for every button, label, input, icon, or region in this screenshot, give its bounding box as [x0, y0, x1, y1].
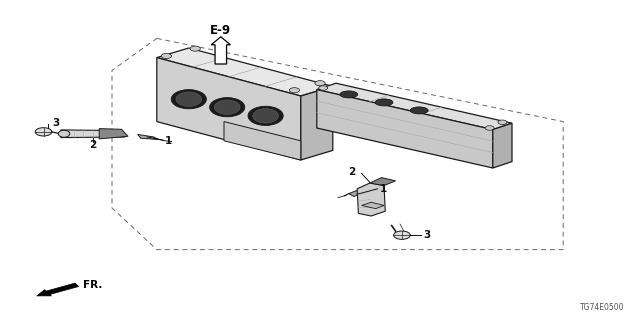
Text: E-9: E-9 — [210, 24, 232, 37]
Text: 3: 3 — [52, 117, 60, 128]
Ellipse shape — [253, 109, 278, 123]
Polygon shape — [138, 134, 159, 140]
FancyArrow shape — [37, 283, 79, 296]
Ellipse shape — [410, 107, 428, 114]
Ellipse shape — [340, 91, 358, 98]
Text: 3: 3 — [424, 230, 431, 240]
Circle shape — [161, 53, 172, 59]
Polygon shape — [157, 58, 301, 160]
Ellipse shape — [214, 100, 240, 114]
Polygon shape — [224, 122, 301, 160]
Text: 2: 2 — [348, 167, 355, 177]
Circle shape — [190, 46, 200, 51]
Polygon shape — [493, 123, 512, 168]
Polygon shape — [157, 48, 333, 96]
Circle shape — [394, 231, 410, 239]
Text: FR.: FR. — [83, 280, 102, 291]
Polygon shape — [61, 130, 125, 138]
Polygon shape — [357, 183, 385, 216]
Text: 1: 1 — [380, 184, 387, 194]
Polygon shape — [349, 189, 365, 196]
Ellipse shape — [172, 90, 206, 109]
Ellipse shape — [176, 92, 202, 106]
Ellipse shape — [58, 130, 70, 137]
Polygon shape — [301, 86, 333, 160]
Polygon shape — [370, 178, 396, 186]
Text: TG74E0500: TG74E0500 — [579, 303, 624, 312]
Polygon shape — [362, 202, 384, 209]
FancyArrow shape — [211, 37, 230, 64]
Circle shape — [498, 120, 507, 124]
Text: 2: 2 — [89, 140, 97, 150]
Circle shape — [289, 88, 300, 93]
Ellipse shape — [248, 106, 283, 125]
Ellipse shape — [375, 99, 393, 106]
Circle shape — [35, 128, 52, 136]
Polygon shape — [317, 83, 512, 130]
Text: 1: 1 — [165, 136, 172, 146]
Polygon shape — [99, 129, 128, 139]
Circle shape — [315, 81, 325, 86]
Circle shape — [319, 86, 328, 90]
Circle shape — [485, 126, 494, 130]
Polygon shape — [317, 90, 493, 168]
Ellipse shape — [210, 98, 244, 117]
